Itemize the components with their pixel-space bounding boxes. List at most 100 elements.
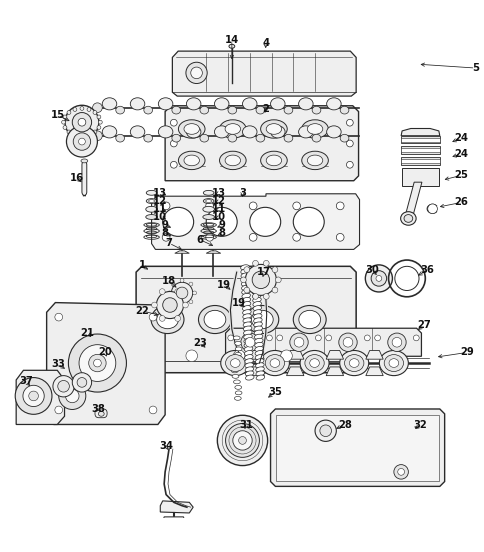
Text: 26: 26 xyxy=(453,198,467,208)
Ellipse shape xyxy=(378,351,408,375)
Ellipse shape xyxy=(253,310,261,315)
Ellipse shape xyxy=(293,305,326,333)
Circle shape xyxy=(23,385,44,407)
Circle shape xyxy=(67,130,71,134)
Polygon shape xyxy=(286,351,303,359)
Text: 13: 13 xyxy=(212,188,226,198)
Ellipse shape xyxy=(254,338,262,343)
Bar xyxy=(400,148,439,152)
Ellipse shape xyxy=(149,200,154,203)
Circle shape xyxy=(149,313,157,321)
Ellipse shape xyxy=(242,293,250,299)
Ellipse shape xyxy=(251,265,259,270)
Circle shape xyxy=(170,140,177,147)
Ellipse shape xyxy=(304,354,324,371)
Circle shape xyxy=(65,105,99,139)
Circle shape xyxy=(180,278,183,282)
Ellipse shape xyxy=(266,124,281,134)
Ellipse shape xyxy=(251,269,259,274)
Circle shape xyxy=(393,465,408,479)
Ellipse shape xyxy=(235,347,242,351)
Text: 12: 12 xyxy=(153,196,167,206)
Circle shape xyxy=(97,125,101,129)
Polygon shape xyxy=(286,367,303,375)
Ellipse shape xyxy=(255,367,264,372)
Ellipse shape xyxy=(241,281,249,286)
Ellipse shape xyxy=(225,124,240,134)
Ellipse shape xyxy=(225,354,244,371)
Bar xyxy=(400,137,439,141)
Text: 15: 15 xyxy=(51,110,65,120)
Circle shape xyxy=(346,140,352,147)
Circle shape xyxy=(159,316,165,321)
Ellipse shape xyxy=(256,134,264,142)
Ellipse shape xyxy=(253,318,262,323)
Ellipse shape xyxy=(251,310,272,328)
Ellipse shape xyxy=(146,206,157,212)
Ellipse shape xyxy=(255,351,263,355)
Ellipse shape xyxy=(232,374,238,378)
Ellipse shape xyxy=(253,322,262,327)
Ellipse shape xyxy=(245,375,254,380)
Ellipse shape xyxy=(254,326,262,331)
Ellipse shape xyxy=(326,98,340,110)
Text: 36: 36 xyxy=(420,265,433,275)
Circle shape xyxy=(170,119,177,126)
Ellipse shape xyxy=(242,318,251,323)
Ellipse shape xyxy=(244,351,253,355)
Polygon shape xyxy=(172,51,355,96)
Ellipse shape xyxy=(300,351,328,375)
Ellipse shape xyxy=(252,301,261,306)
Ellipse shape xyxy=(242,314,251,319)
Ellipse shape xyxy=(241,277,249,282)
Text: 23: 23 xyxy=(193,338,206,348)
Ellipse shape xyxy=(255,359,263,364)
Ellipse shape xyxy=(307,124,322,134)
Circle shape xyxy=(252,294,258,299)
Ellipse shape xyxy=(199,106,208,114)
Circle shape xyxy=(205,202,213,210)
Circle shape xyxy=(73,133,91,150)
Ellipse shape xyxy=(241,289,250,294)
Ellipse shape xyxy=(202,206,214,212)
Ellipse shape xyxy=(284,134,292,142)
FancyBboxPatch shape xyxy=(82,161,87,196)
Circle shape xyxy=(238,437,246,444)
Circle shape xyxy=(180,304,183,307)
Circle shape xyxy=(280,350,292,362)
Ellipse shape xyxy=(98,411,104,416)
Ellipse shape xyxy=(298,98,313,110)
Ellipse shape xyxy=(326,126,340,138)
Ellipse shape xyxy=(178,151,205,169)
Ellipse shape xyxy=(254,342,263,347)
Ellipse shape xyxy=(220,351,249,375)
Circle shape xyxy=(87,133,91,137)
Text: 21: 21 xyxy=(79,328,93,338)
Ellipse shape xyxy=(178,120,205,138)
Text: 32: 32 xyxy=(413,420,426,430)
Polygon shape xyxy=(365,367,382,375)
Circle shape xyxy=(98,120,102,124)
Ellipse shape xyxy=(233,380,240,384)
Circle shape xyxy=(319,425,331,437)
Circle shape xyxy=(364,265,392,292)
Text: 31: 31 xyxy=(239,420,253,430)
Polygon shape xyxy=(136,266,355,373)
Ellipse shape xyxy=(205,200,211,203)
Text: 27: 27 xyxy=(416,320,430,330)
Ellipse shape xyxy=(116,134,124,142)
Text: 33: 33 xyxy=(51,359,64,369)
Ellipse shape xyxy=(254,334,262,339)
Text: 10: 10 xyxy=(212,212,226,222)
Circle shape xyxy=(149,406,157,414)
Circle shape xyxy=(59,383,86,410)
Text: 1: 1 xyxy=(138,261,145,270)
Ellipse shape xyxy=(243,338,252,343)
Ellipse shape xyxy=(144,134,152,142)
Circle shape xyxy=(167,291,171,295)
Circle shape xyxy=(346,119,352,126)
Ellipse shape xyxy=(227,134,236,142)
Ellipse shape xyxy=(339,106,348,114)
Ellipse shape xyxy=(266,155,281,166)
Ellipse shape xyxy=(146,190,157,195)
